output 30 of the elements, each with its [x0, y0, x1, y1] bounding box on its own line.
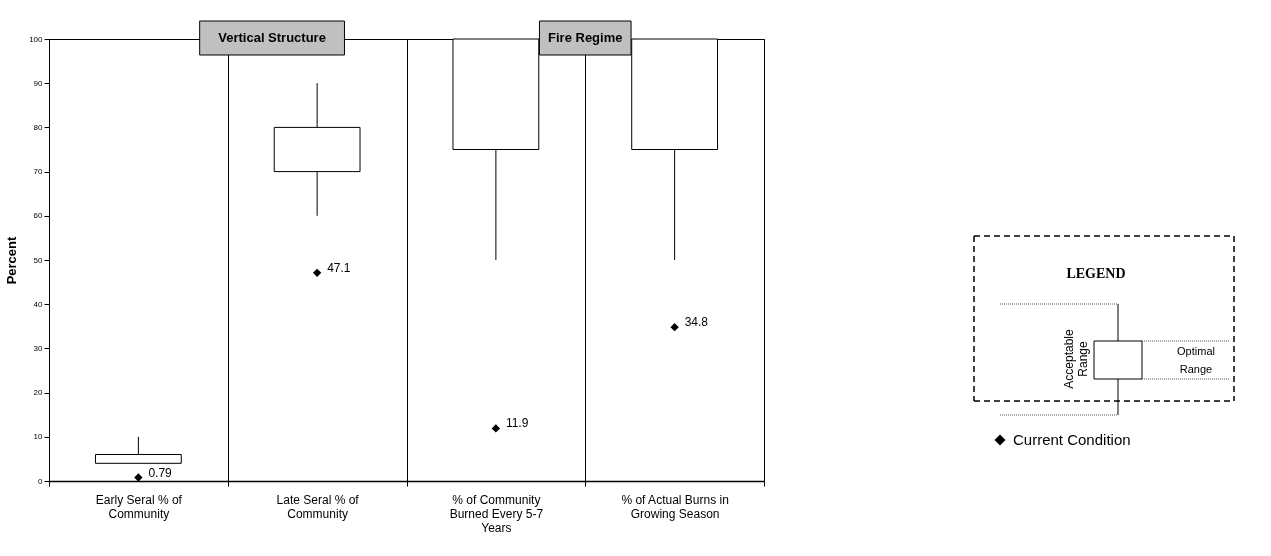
- y-tick-label: 70: [33, 167, 44, 177]
- y-tick-label: 90: [33, 78, 44, 88]
- legend-label: Current Condition: [1013, 431, 1131, 448]
- y-tick-label: 20: [33, 388, 44, 398]
- x-tick-label: % of Actual Burns in Growing Season: [621, 492, 729, 521]
- data-label: 0.79: [148, 465, 173, 480]
- annotation: Vertical Structure: [218, 30, 326, 45]
- x-tick-label: Late Seral % of Community: [276, 492, 360, 521]
- x-tick-label: % of Community Burned Every 5-7 Years: [449, 492, 544, 535]
- x-tick-label: Early Seral % of Community: [95, 492, 183, 521]
- data-label: 47.1: [327, 260, 351, 275]
- y-tick-label: 100: [29, 34, 44, 44]
- data-label: 34.8: [684, 315, 709, 330]
- point: [134, 473, 143, 482]
- legend-title: LEGEND: [1066, 266, 1126, 281]
- y-tick-label: 10: [33, 432, 44, 442]
- y-tick-label: 60: [33, 211, 44, 221]
- point: [670, 323, 679, 332]
- y-tick-label: 30: [33, 343, 44, 353]
- y-tick-label: 0: [38, 476, 44, 486]
- text: Optimal Range: [1177, 345, 1215, 375]
- text: Acceptable Range: [1062, 328, 1090, 389]
- y-tick-label: 40: [33, 299, 44, 309]
- y-axis-title: Percent: [4, 235, 20, 285]
- annotation: Fire Regime: [548, 30, 623, 45]
- point: [491, 424, 501, 433]
- y-tick-label: 80: [33, 122, 44, 132]
- data-label: 11.9: [505, 416, 529, 431]
- point: [312, 268, 322, 277]
- y-tick-label: 50: [33, 255, 44, 265]
